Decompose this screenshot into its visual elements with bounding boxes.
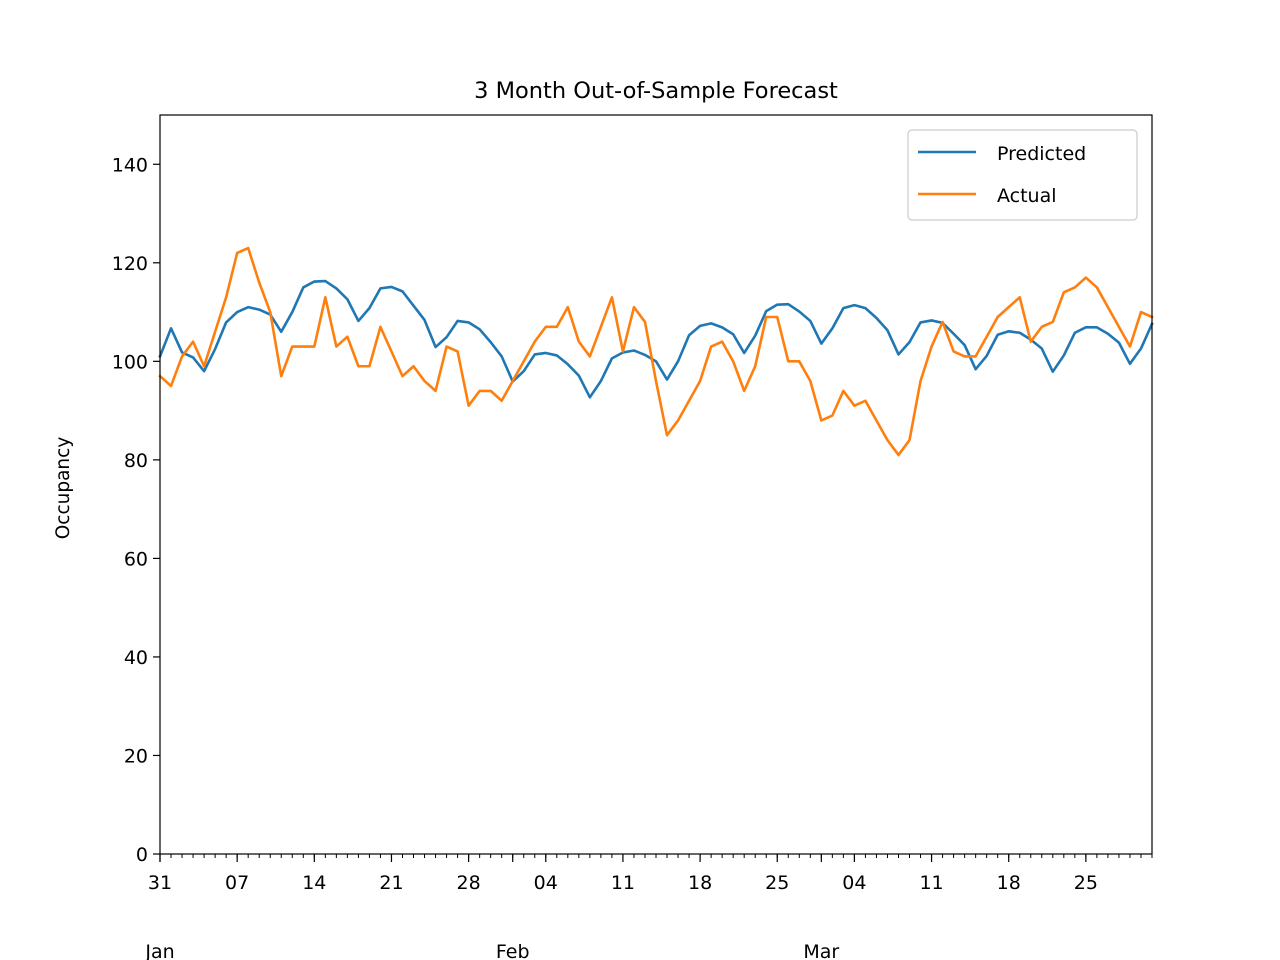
y-axis: 0 20 40 60 80 100 120 140 bbox=[112, 154, 160, 866]
legend-actual-label: Actual bbox=[997, 185, 1057, 207]
y-tick-label: 40 bbox=[124, 647, 148, 669]
x-day-label: 21 bbox=[379, 872, 403, 894]
x-day-label: 31 bbox=[148, 872, 172, 894]
x-day-label: 11 bbox=[919, 872, 943, 894]
series-line-actual bbox=[158, 246, 1154, 457]
plot-area bbox=[160, 115, 1152, 854]
x-day-label: 25 bbox=[765, 872, 789, 894]
x-month-label: Feb bbox=[496, 941, 530, 960]
series-line-predicted bbox=[158, 279, 1154, 399]
legend-predicted-label: Predicted bbox=[997, 143, 1086, 165]
x-day-label: 11 bbox=[611, 872, 635, 894]
x-day-label: 28 bbox=[457, 872, 481, 894]
legend: Predicted Actual bbox=[907, 129, 1138, 221]
y-tick-label: 0 bbox=[136, 844, 148, 866]
x-month-label: Jan bbox=[144, 941, 174, 960]
series-layer bbox=[158, 246, 1154, 457]
chart-title: 3 Month Out-of-Sample Forecast bbox=[474, 78, 838, 104]
y-tick-label: 60 bbox=[124, 548, 148, 570]
x-day-label: 04 bbox=[534, 872, 558, 894]
x-day-label: 07 bbox=[225, 872, 249, 894]
y-tick-label: 20 bbox=[124, 745, 148, 767]
y-tick-label: 80 bbox=[124, 450, 148, 472]
y-tick-label: 100 bbox=[112, 351, 148, 373]
x-month-label: Mar bbox=[803, 941, 839, 960]
x-axis: 31 07 14 21 28 04 11 18 25 04 11 18 25 Jan Feb Mar bbox=[144, 854, 1153, 960]
y-tick-label: 120 bbox=[112, 253, 148, 275]
y-tick-label: 140 bbox=[112, 154, 148, 176]
x-day-label: 18 bbox=[997, 872, 1021, 894]
x-day-label: 04 bbox=[842, 872, 866, 894]
x-day-label: 14 bbox=[302, 872, 326, 894]
x-day-label: 18 bbox=[688, 872, 712, 894]
y-axis-label: Occupancy bbox=[53, 437, 74, 540]
x-day-label: 25 bbox=[1074, 872, 1098, 894]
